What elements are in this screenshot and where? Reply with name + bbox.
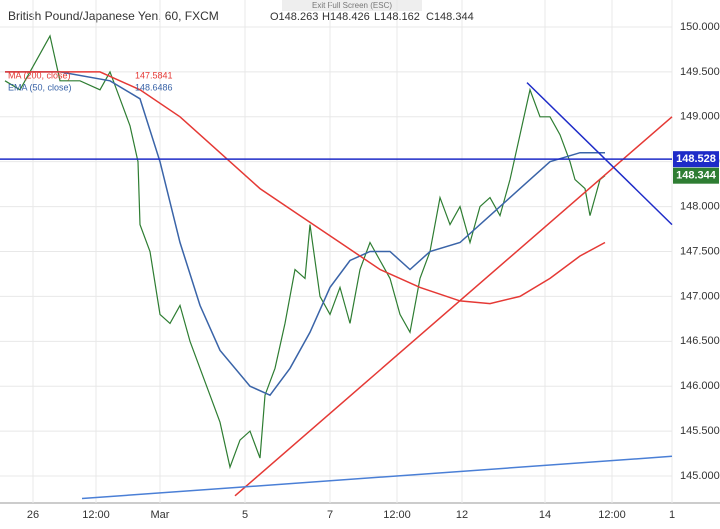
x-tick-label: 1 <box>669 509 675 521</box>
series-line <box>526 82 673 226</box>
x-tick-label: 12 <box>456 509 468 521</box>
y-tick-label: 147.500 <box>680 245 720 257</box>
ohlc-value: C148.344 <box>426 11 474 23</box>
legend-label: MA (200, close) <box>8 70 71 80</box>
exit-button[interactable] <box>282 0 422 11</box>
legend-value: 147.5841 <box>135 70 173 80</box>
series-line <box>5 71 606 305</box>
price-label: 148.528 <box>676 153 716 165</box>
y-tick-label: 147.000 <box>680 290 720 302</box>
legend-label: EMA (50, close) <box>8 82 72 92</box>
ohlc-value: H148.426 <box>322 11 370 23</box>
series-line <box>81 455 673 500</box>
x-tick-label: 12:00 <box>82 509 110 521</box>
x-tick-label: 12:00 <box>598 509 626 521</box>
price-label-box <box>673 151 719 168</box>
y-tick-label: 150.000 <box>680 21 720 33</box>
x-tick-label: 7 <box>327 509 333 521</box>
series-line <box>234 116 673 497</box>
series-line <box>4 34 606 470</box>
exit-label: Exit Full Screen (ESC) <box>312 1 392 10</box>
series-line <box>5 71 605 397</box>
price-label-box <box>673 167 719 184</box>
y-tick-label: 149.500 <box>680 66 720 78</box>
legend-value: 148.6486 <box>135 82 173 92</box>
x-tick-label: 5 <box>242 509 248 521</box>
y-tick-label: 149.000 <box>680 111 720 123</box>
y-tick-label: 146.500 <box>680 335 720 347</box>
ohlc-value: L148.162 <box>374 11 420 23</box>
ohlc-value: O148.263 <box>270 11 318 23</box>
x-tick-label: 26 <box>27 509 39 521</box>
y-tick-label: 146.000 <box>680 380 720 392</box>
y-tick-label: 145.000 <box>680 470 720 482</box>
chart-title: British Pound/Japanese Yen, 60, FXCM <box>8 9 219 23</box>
x-tick-label: Mar <box>151 509 170 521</box>
y-tick-label: 145.500 <box>680 425 720 437</box>
x-tick-label: 12:00 <box>383 509 411 521</box>
price-label: 148.344 <box>676 170 717 182</box>
x-tick-label: 14 <box>539 509 551 521</box>
y-tick-label: 148.000 <box>680 200 720 212</box>
